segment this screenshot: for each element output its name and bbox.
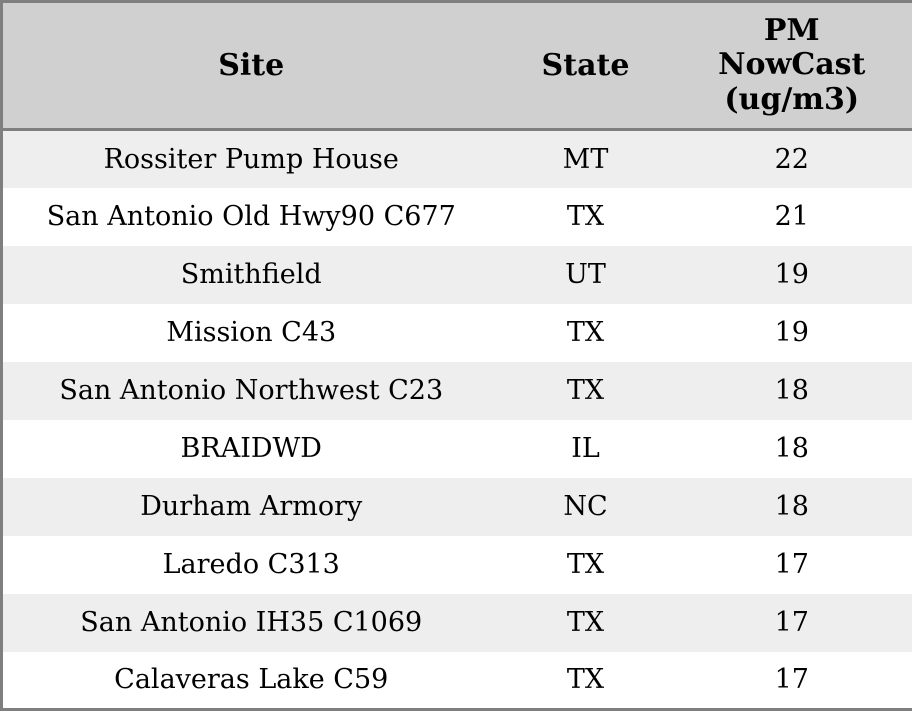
pm-nowcast-cell: 17 — [774, 607, 809, 638]
pm-nowcast-cell: 17 — [774, 664, 809, 696]
table-header: Site State PM NowCast (ug/m3) — [1, 1, 912, 131]
pm-nowcast-cell: 17 — [774, 549, 809, 580]
table-row: San Antonio IH35 C1069 TX 17 — [1, 593, 912, 652]
table-row: Smithfield UT 19 — [1, 245, 912, 304]
table-row: Laredo C313 TX 17 — [1, 535, 912, 594]
site-cell: San Antonio Old Hwy90 C677 — [46, 201, 456, 232]
state-cell: TX — [566, 549, 605, 580]
table-row: Rossiter Pump House MT 22 — [1, 129, 912, 188]
column-header-site: Site — [1, 1, 500, 131]
site-cell: Calaveras Lake C59 — [114, 664, 389, 696]
site-cell: Durham Armory — [140, 491, 363, 522]
pm-nowcast-cell: 18 — [774, 375, 809, 406]
column-header-pm-nowcast: PM NowCast (ug/m3) — [671, 1, 912, 131]
pm-nowcast-cell: 22 — [774, 143, 809, 175]
pm-nowcast-cell: 18 — [774, 433, 809, 464]
state-cell: TX — [566, 664, 605, 696]
site-cell: San Antonio IH35 C1069 — [80, 607, 423, 638]
site-cell: Laredo C313 — [162, 549, 340, 580]
table-row: BRAIDWD IL 18 — [1, 419, 912, 478]
table-header-row: Site State PM NowCast (ug/m3) — [1, 1, 912, 131]
site-cell: San Antonio Northwest C23 — [59, 375, 444, 406]
state-cell: TX — [566, 375, 605, 406]
column-header-state: State — [499, 1, 672, 131]
pm-nowcast-cell: 19 — [774, 317, 809, 348]
state-cell: UT — [565, 259, 606, 290]
table-row: Mission C43 TX 19 — [1, 303, 912, 362]
pm-nowcast-cell: 18 — [774, 491, 809, 522]
state-cell: NC — [563, 491, 608, 522]
pm-nowcast-cell: 19 — [774, 259, 809, 290]
table-row: San Antonio Old Hwy90 C677 TX 21 — [1, 187, 912, 246]
site-cell: Mission C43 — [166, 317, 337, 348]
table-row: San Antonio Northwest C23 TX 18 — [1, 361, 912, 420]
state-cell: TX — [566, 317, 605, 348]
state-cell: IL — [571, 433, 600, 464]
table-row: Durham Armory NC 18 — [1, 477, 912, 536]
site-cell: Smithfield — [180, 259, 322, 290]
state-cell: MT — [562, 143, 609, 175]
table-body: Rossiter Pump House MT 22 San Antonio Ol… — [1, 129, 912, 710]
table-row: Calaveras Lake C59 TX 17 — [1, 651, 912, 710]
site-cell: BRAIDWD — [180, 433, 322, 464]
site-cell: Rossiter Pump House — [103, 143, 399, 175]
state-cell: TX — [566, 201, 605, 232]
state-cell: TX — [566, 607, 605, 638]
pm-nowcast-cell: 21 — [774, 201, 809, 232]
